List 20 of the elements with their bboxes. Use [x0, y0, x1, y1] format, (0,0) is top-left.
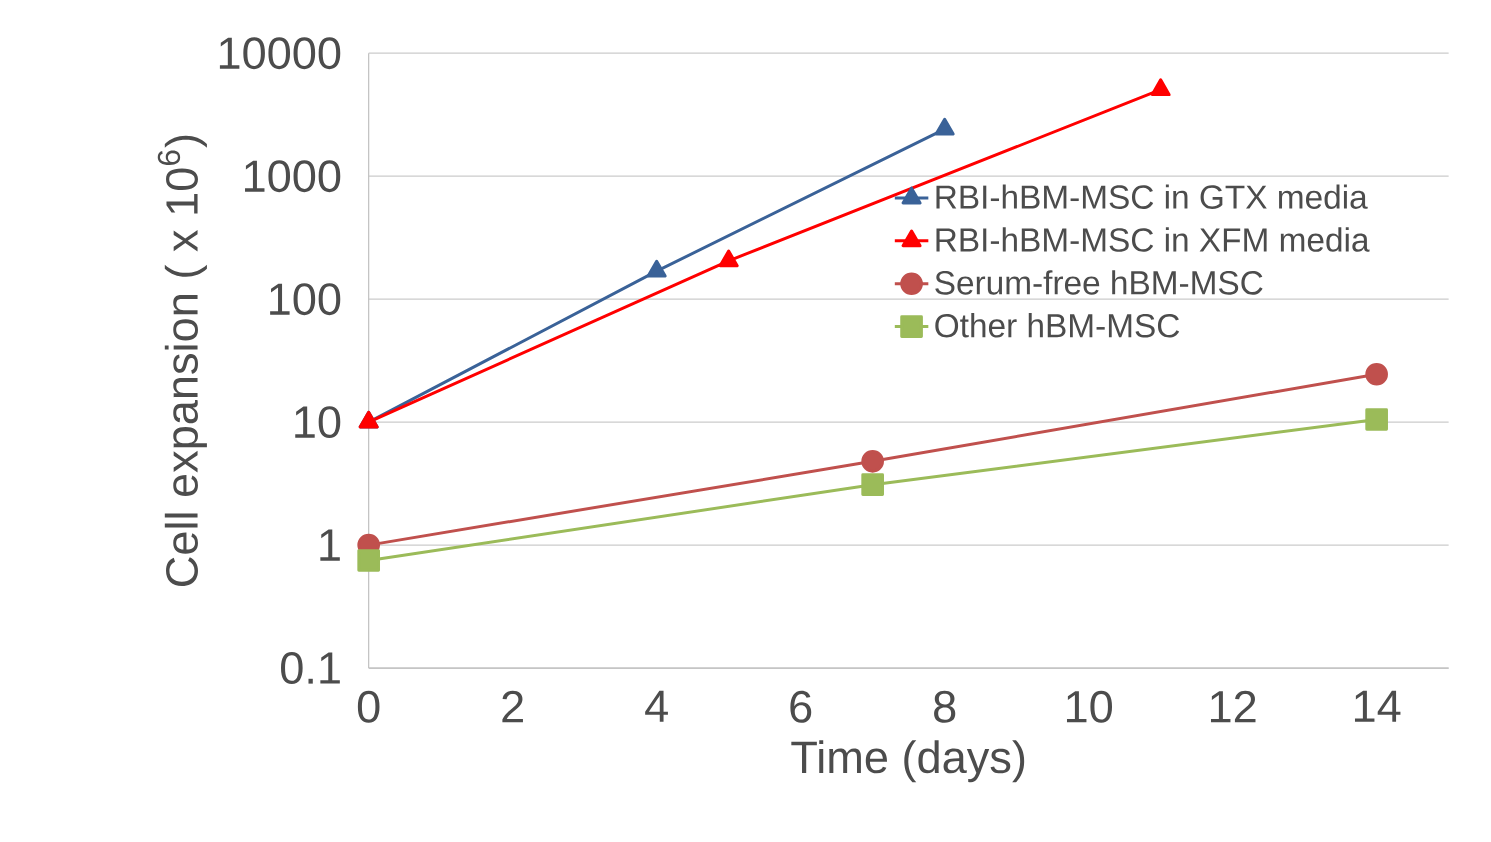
y-tick-label: 100: [270, 283, 341, 316]
y-tick-label: 10: [295, 406, 341, 439]
legend-label: Serum-free hBM-MSC: [935, 270, 1263, 295]
x-axis-title: Time (days): [791, 740, 1025, 783]
x-tick-label: 0: [357, 691, 380, 723]
x-tick-label: 8: [934, 691, 956, 723]
x-tick-label: 12: [1210, 691, 1256, 723]
y-tick-label: 10000: [219, 37, 341, 70]
legend-label: RBI-hBM-MSC in XFM media: [936, 227, 1370, 253]
x-tick-label: 2: [502, 691, 523, 723]
legend-label: Other hBM-MSC: [935, 313, 1180, 338]
y-tick-label: 1: [320, 529, 340, 561]
y-axis-title: Cell expansion ( x 10$^{6}$): [157, 136, 207, 587]
x-tick-label: 10: [1066, 691, 1113, 723]
y-tick-label: 0.1: [281, 652, 340, 685]
y-tick-label: 1000: [245, 160, 341, 193]
x-tick-label: 4: [645, 691, 668, 723]
x-tick-label: 6: [790, 691, 812, 723]
legend-label: RBI-hBM-MSC in GTX media: [936, 184, 1368, 210]
x-tick-label: 14: [1354, 691, 1401, 723]
